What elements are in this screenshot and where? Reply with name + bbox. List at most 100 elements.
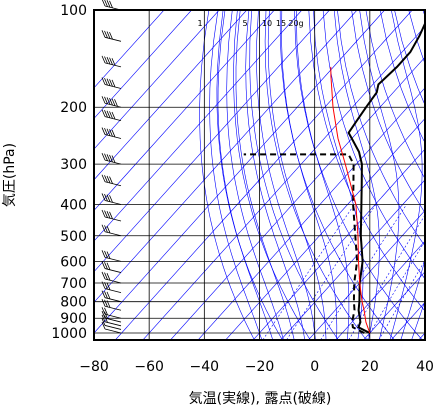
dry-adiabat [394,10,425,106]
wind-barb-staff [104,268,122,273]
isotherm [94,10,248,181]
wind-barb-flag [101,109,106,117]
wind-barb-flag [106,251,111,259]
wind-barb [101,96,122,108]
wind-barb-flag [106,175,111,184]
wind-barb-flag [101,321,106,330]
isotherm [94,10,192,119]
isotherm [391,301,425,340]
dry-adiabat [199,10,255,340]
wind-barb [101,281,122,294]
dry-adiabat [322,10,425,280]
y-tick-label: 400 [60,197,87,213]
isotherm [253,148,425,340]
isotherm [94,10,330,273]
wind-barb-flag [109,97,113,106]
wind-barb-flag [106,0,111,8]
wind-barb-staff [104,84,122,89]
wind-barb-flag [104,307,108,315]
wind-barb-flag [106,110,111,118]
y-tick-label: 100 [60,3,87,19]
wind-barb [101,0,122,11]
wind-barb-flag [101,55,106,64]
wind-barb-staff [104,116,122,121]
isotherm [335,240,425,340]
isotherm [94,10,303,242]
wind-barb-flag [106,262,111,270]
wind-barb-staff [104,256,122,262]
wind-barb-flag [106,273,111,281]
y-tick-label: 900 [60,311,87,327]
wind-barb-flag [104,30,108,39]
wind-barb-staff [104,317,122,323]
moist-adiabat [411,299,425,340]
mixing-ratio-line [365,240,425,340]
wind-barb-flag [111,98,116,106]
wind-barb [101,209,122,222]
wind-barb-flag [109,0,113,8]
isotherm [197,87,425,340]
wind-barb-staff [104,278,122,284]
moist-adiabat [226,10,284,340]
wind-barb [101,307,122,319]
dry-adiabat [337,10,425,247]
wind-barb-flag [101,127,106,135]
wind-barb-staff [104,325,122,330]
dry-adiabat [365,10,425,180]
wind-barb-flag [104,250,108,259]
dewpoint-line [243,153,365,334]
wind-barb-flag [106,194,111,202]
wind-barb-flag [101,318,106,326]
x-tick-label: −60 [134,359,164,375]
moist-adiabat [217,10,273,340]
wind-barb-flag [104,153,108,161]
plot-series [243,21,425,334]
wind-barb [101,109,122,121]
wind-barb-flag [104,291,108,299]
x-tick-label: 0 [310,359,319,375]
wind-barb [101,224,122,237]
wind-barb-flag [106,97,111,105]
wind-barb [101,271,122,284]
wind-barb-flag [109,129,113,137]
wind-barb-flag [101,250,106,258]
wind-barb-staff [104,305,122,311]
wind-barb [101,318,122,330]
mixing-ratio-label: 5 [242,19,247,28]
wind-barb [101,290,122,303]
wind-barb-flag [104,193,108,202]
wind-barb-staff [104,321,122,327]
wind-barb-flag [109,195,113,203]
wind-barb-flag [109,176,113,184]
plot-grid [94,10,425,340]
wind-barb-flag [104,225,108,233]
mixing-ratio-label: 15 [276,19,286,28]
wind-barb-flag [109,31,113,40]
wind-barb-flag [104,110,108,118]
wind-barb-flag [109,111,113,119]
wind-barb-flag [109,211,113,219]
isotherm [280,179,425,340]
wind-barb-staff [104,62,122,68]
wind-barb-flag [104,311,108,319]
wind-barb [101,174,122,187]
wind-barb-flag [101,224,106,232]
wind-barb-flag [109,79,113,87]
mixing-ratio-label: 1 [197,19,202,28]
wind-barb-flag [106,154,111,162]
wind-barb-flag [101,77,106,85]
wind-barb [101,55,122,68]
x-tick-label: −40 [190,359,220,375]
wind-barb [101,299,122,311]
wind-barb [101,127,122,139]
isotherm [94,10,385,334]
wind-barb-flag [101,174,106,182]
wind-barb [101,310,122,323]
wind-barb-flag [101,209,106,218]
wind-barb-flag [104,175,108,183]
wind-barb [101,152,122,165]
moist-adiabat [389,10,423,340]
dry-adiabat [264,10,367,340]
mixing-ratio-line [348,214,425,340]
